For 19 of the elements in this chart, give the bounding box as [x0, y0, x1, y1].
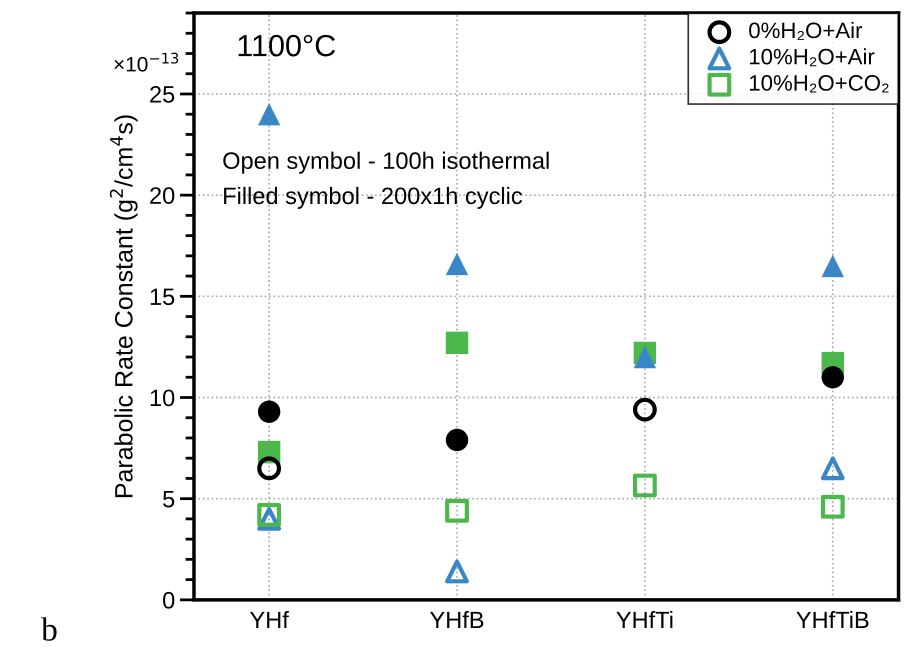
x-tick-label: YHfTiB — [796, 610, 868, 628]
x-tick-label: YHfTi — [616, 610, 672, 628]
annotation: Filled symbol - 200x1h cyclic — [224, 186, 522, 209]
annotation: 1100°C — [238, 34, 336, 56]
y-tick-label: 15 — [150, 288, 174, 306]
text: b — [41, 617, 57, 641]
y-tick-label: 20 — [150, 187, 174, 204]
y-axis-title: Parabolic Rate Constant (g$^{2}$/cm$^{4}$s) — [110, 115, 138, 498]
legend-label: 10%H₂O+CO₂ — [750, 75, 889, 92]
x-tick-label: YHf — [250, 610, 289, 628]
text: ×10$^{−13}$ — [114, 52, 178, 72]
y-tick-label: 5 — [163, 490, 174, 508]
y-tick-label: 0 — [163, 592, 174, 609]
legend-label: 0%H₂O+Air — [749, 22, 862, 40]
y-tick-label: 25 — [150, 86, 174, 103]
y-tick-label: 10 — [150, 390, 174, 406]
x-tick-label: YHfB — [430, 610, 484, 628]
legend-label: 10%H₂O+Air — [750, 48, 874, 66]
annotation: Open symbol - 100h isothermal — [223, 152, 549, 174]
